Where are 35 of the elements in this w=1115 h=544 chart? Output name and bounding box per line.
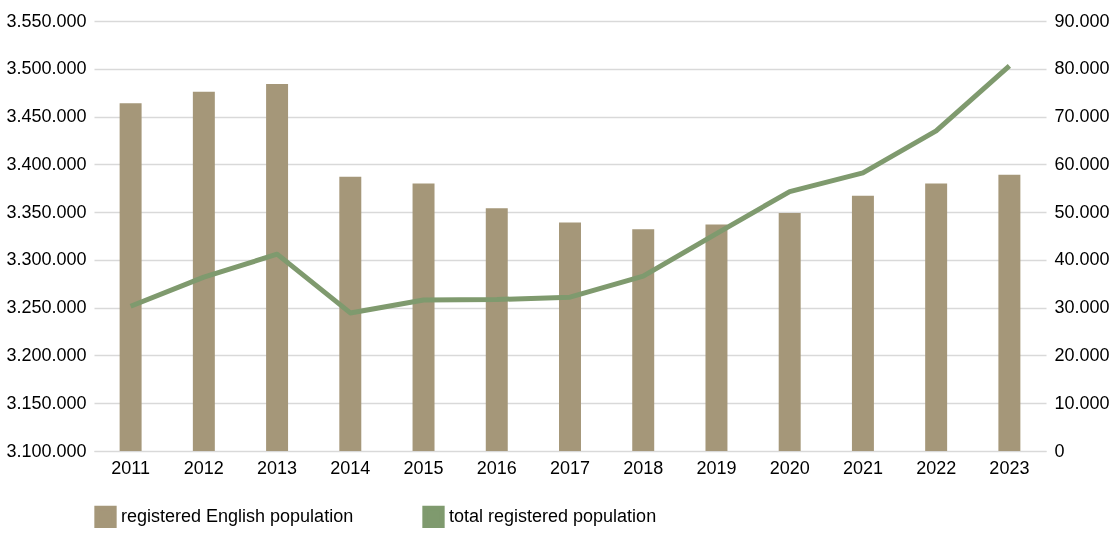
y2-tick-label: 10.000	[1054, 392, 1110, 413]
y-tick-label: 3.550.000	[6, 10, 87, 31]
y2-tick-label: 60.000	[1054, 153, 1110, 174]
x-tick-label: 2015	[403, 457, 444, 478]
y2-tick-label: 50.000	[1054, 201, 1110, 222]
y-tick-label: 3.250.000	[6, 297, 87, 318]
y2-tick-label: 80.000	[1054, 58, 1110, 79]
y-tick-label: 3.400.000	[6, 153, 87, 174]
x-tick-label: 2011	[111, 457, 150, 478]
x-tick-label: 2013	[257, 457, 298, 478]
legend-label: registered English population	[121, 505, 354, 526]
legend-label: total registered population	[449, 505, 657, 526]
y-tick-label: 3.450.000	[6, 106, 87, 127]
y-tick-label: 3.200.000	[6, 344, 87, 365]
x-tick-label: 2018	[623, 457, 664, 478]
y-tick-label: 3.350.000	[6, 201, 87, 222]
x-tick-label: 2020	[769, 457, 810, 478]
y2-tick-label: 70.000	[1054, 106, 1110, 127]
y-tick-label: 3.300.000	[6, 249, 87, 270]
y2-tick-label: 40.000	[1054, 249, 1110, 270]
y-tick-label: 3.150.000	[6, 392, 87, 413]
y2-tick-label: 30.000	[1054, 297, 1110, 318]
x-tick-label: 2023	[989, 457, 1030, 478]
x-tick-label: 2014	[330, 457, 371, 478]
x-tick-label: 2016	[476, 457, 517, 478]
x-tick-label: 2019	[696, 457, 737, 478]
y2-tick-label: 0	[1054, 440, 1065, 461]
x-tick-label: 2021	[842, 457, 883, 478]
y-tick-label: 3.100.000	[6, 440, 87, 461]
y-tick-label: 3.500.000	[6, 58, 87, 79]
y2-tick-label: 90.000	[1054, 10, 1110, 31]
x-tick-label: 2022	[916, 457, 957, 478]
x-tick-label: 2017	[549, 457, 591, 478]
y2-tick-label: 20.000	[1054, 344, 1110, 365]
x-tick-label: 2012	[183, 457, 224, 478]
